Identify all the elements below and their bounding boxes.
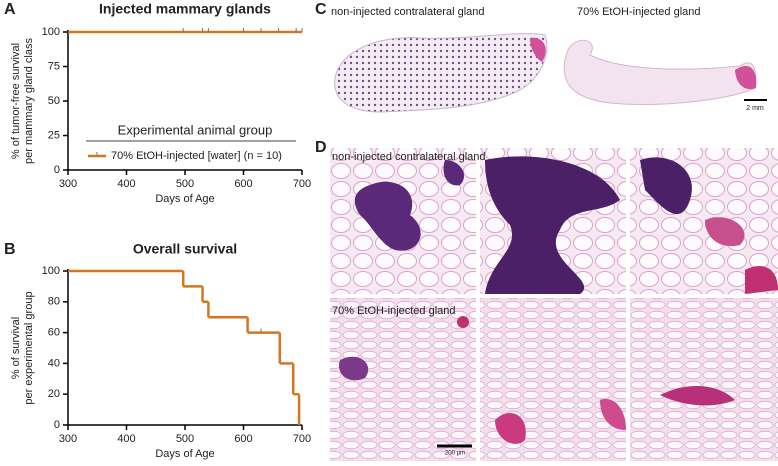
y-tick-label: 20: [48, 388, 60, 400]
x-tick-label: 400: [117, 178, 135, 190]
x-tick-label: 300: [59, 433, 77, 445]
y-tick-label: 75: [48, 60, 60, 72]
panel-label: B: [4, 241, 16, 258]
image-caption: 70% EtOH-injected gland: [332, 305, 456, 317]
legend-title: Experimental animal group: [118, 122, 273, 137]
panel-label: D: [315, 139, 327, 156]
x-tick-label: 700: [293, 178, 311, 190]
y-tick-label: 80: [48, 296, 60, 308]
y-axis-label: % of survival: [10, 317, 22, 379]
legend-label: 70% EtOH-injected [water] (n = 10): [111, 150, 282, 162]
x-tick-label: 500: [176, 178, 194, 190]
chart-title: Injected mammary glands: [99, 1, 271, 17]
image-caption: non-injected contralateral gland: [331, 6, 485, 18]
scale-label: 2 mm: [746, 105, 764, 112]
y-axis-label: % of tumor-free survival: [10, 43, 22, 159]
x-tick-label: 600: [234, 178, 252, 190]
y-tick-label: 100: [42, 26, 60, 38]
histology-d: [330, 148, 778, 461]
image-caption: non-injected contralateral gland: [332, 151, 486, 163]
x-tick-label: 300: [59, 178, 77, 190]
image-caption: 70% EtOH-injected gland: [577, 6, 701, 18]
y-tick-label: 60: [48, 327, 60, 339]
x-tick-label: 400: [117, 433, 135, 445]
x-tick-label: 500: [176, 433, 194, 445]
scale-label: 200 µm: [445, 451, 465, 457]
y-axis-label: per mammary gland class: [23, 38, 35, 164]
x-tick-label: 700: [293, 433, 311, 445]
y-tick-label: 0: [54, 164, 60, 176]
y-tick-label: 100: [42, 265, 60, 277]
x-tick-label: 600: [234, 433, 252, 445]
y-axis-label: per experimental group: [23, 291, 35, 404]
y-tick-label: 50: [48, 95, 60, 107]
x-axis-label: Days of Age: [155, 448, 214, 460]
histology-c: [334, 33, 767, 113]
panel-label: C: [315, 1, 327, 18]
panel-label: A: [4, 1, 16, 18]
y-tick-label: 25: [48, 129, 60, 141]
y-tick-label: 40: [48, 357, 60, 369]
x-axis-label: Days of Age: [155, 193, 214, 205]
chart-title: Overall survival: [133, 241, 237, 257]
y-tick-label: 0: [54, 419, 60, 431]
